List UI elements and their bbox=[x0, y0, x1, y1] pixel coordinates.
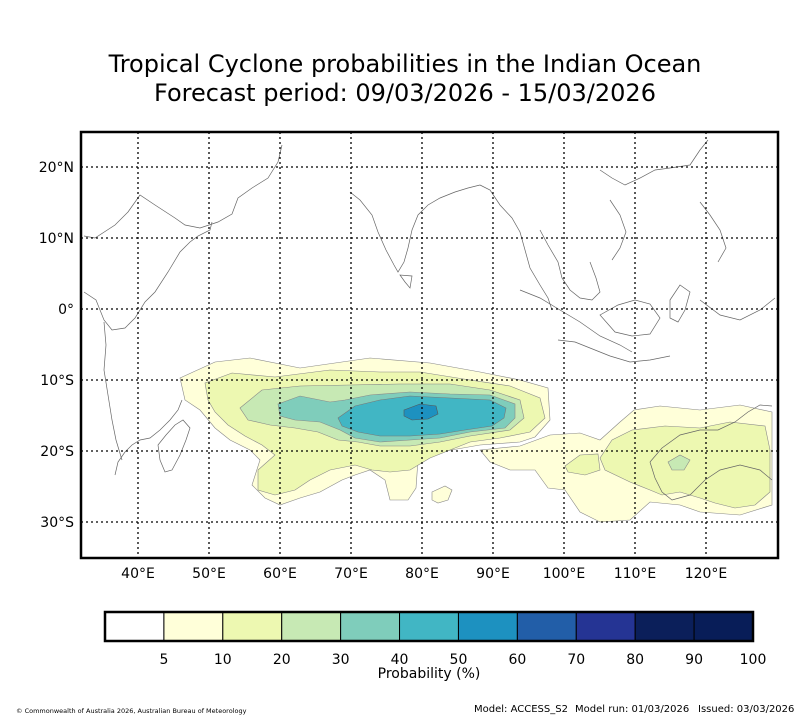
lat-label-10n: 10°N bbox=[39, 231, 74, 247]
colorbar-swatch bbox=[693, 611, 754, 642]
model-run-date: Model run: 01/03/2026 bbox=[575, 704, 690, 715]
lon-label-50e: 50°E bbox=[192, 566, 226, 582]
colorbar-tick-label: 20 bbox=[273, 652, 291, 668]
graticule bbox=[81, 132, 778, 558]
colorbar-tick-label: 70 bbox=[567, 652, 585, 668]
colorbar-swatch bbox=[281, 611, 342, 642]
probability-contour-50 bbox=[403, 403, 439, 421]
map-title-line2: Forecast period: 09/03/2026 - 15/03/2026 bbox=[154, 79, 656, 107]
colorbar-swatch bbox=[340, 611, 401, 642]
colorbar-tick-labels: 5 10 20 30 40 50 60 70 80 90 100 bbox=[159, 652, 766, 668]
lon-label-100e: 100°E bbox=[543, 566, 586, 582]
colorbar-tick-label: 30 bbox=[332, 652, 350, 668]
colorbar-swatch bbox=[104, 611, 165, 642]
map-title-line1: Tropical Cyclone probabilities in the In… bbox=[108, 50, 702, 78]
map-plot-area bbox=[81, 132, 778, 558]
lat-label-20n: 20°N bbox=[39, 160, 74, 176]
lat-label-20s: 20°S bbox=[40, 444, 74, 460]
lat-label-0: 0° bbox=[58, 302, 74, 318]
colorbar-frame bbox=[103, 610, 755, 643]
map-frame bbox=[79, 130, 780, 560]
colorbar-tick-label: 60 bbox=[508, 652, 526, 668]
model-name: Model: ACCESS_S2 bbox=[474, 704, 568, 715]
lon-label-90e: 90°E bbox=[476, 566, 510, 582]
colorbar-tick-label: 5 bbox=[159, 652, 168, 668]
colorbar-tick-label: 40 bbox=[391, 652, 409, 668]
copyright-notice: © Commonwealth of Australia 2026, Austra… bbox=[16, 707, 247, 715]
lon-label-70e: 70°E bbox=[334, 566, 368, 582]
lon-label-40e: 40°E bbox=[121, 566, 155, 582]
colorbar-tick-label: 100 bbox=[740, 652, 767, 668]
colorbar-swatch bbox=[457, 611, 518, 642]
colorbar bbox=[104, 611, 754, 642]
colorbar-swatch bbox=[163, 611, 224, 642]
lon-label-80e: 80°E bbox=[405, 566, 439, 582]
colorbar-swatch bbox=[222, 611, 283, 642]
lat-label-30s: 30°S bbox=[40, 515, 74, 531]
colorbar-swatch bbox=[516, 611, 577, 642]
lon-label-120e: 120°E bbox=[685, 566, 728, 582]
colorbar-swatch bbox=[399, 611, 459, 642]
colorbar-tick-label: 50 bbox=[450, 652, 468, 668]
colorbar-tick-label: 90 bbox=[685, 652, 703, 668]
lon-label-110e: 110°E bbox=[614, 566, 657, 582]
coastlines bbox=[83, 139, 776, 501]
colorbar-swatch bbox=[634, 611, 695, 642]
lon-label-60e: 60°E bbox=[263, 566, 297, 582]
colorbar-tick-label: 80 bbox=[626, 652, 644, 668]
colorbar-swatch bbox=[575, 611, 636, 642]
issued-date: Issued: 03/03/2026 bbox=[698, 704, 795, 715]
lat-label-10s: 10°S bbox=[40, 373, 74, 389]
colorbar-label: Probability (%) bbox=[378, 666, 481, 682]
colorbar-tick-label: 10 bbox=[214, 652, 232, 668]
